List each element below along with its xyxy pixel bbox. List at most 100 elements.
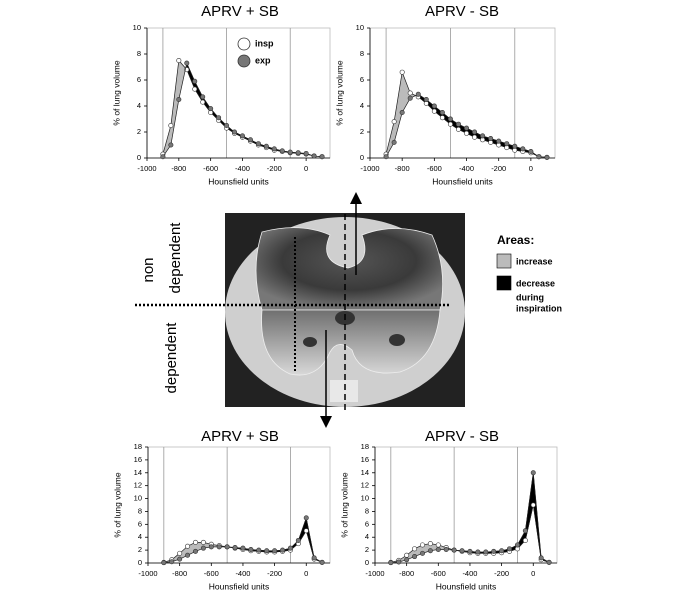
legend-swatch bbox=[496, 253, 512, 269]
data-point bbox=[200, 539, 206, 545]
y-tick-label: 2 bbox=[137, 127, 141, 136]
y-tick-label: 12 bbox=[134, 481, 142, 490]
legend-swatch bbox=[496, 275, 512, 291]
data-point bbox=[514, 542, 520, 548]
data-point bbox=[475, 549, 481, 555]
data-point bbox=[279, 148, 285, 154]
y-tick-label: 16 bbox=[134, 455, 142, 464]
data-point bbox=[530, 502, 536, 508]
data-point bbox=[455, 126, 461, 132]
data-point bbox=[319, 559, 325, 565]
data-point bbox=[224, 123, 230, 129]
data-point bbox=[483, 549, 489, 555]
data-point bbox=[520, 146, 526, 152]
data-point bbox=[472, 129, 478, 135]
data-point bbox=[488, 136, 494, 142]
y-tick-label: 16 bbox=[361, 455, 369, 464]
data-point bbox=[530, 470, 536, 476]
data-point bbox=[427, 548, 433, 554]
data-point bbox=[383, 154, 389, 160]
data-point bbox=[200, 545, 206, 551]
y-tick-label: 8 bbox=[365, 506, 369, 515]
x-tick-label: -200 bbox=[494, 569, 509, 578]
x-tick-label: -600 bbox=[203, 164, 218, 173]
data-point bbox=[208, 106, 214, 112]
x-axis-label: Hounsfield units bbox=[209, 581, 269, 591]
data-point bbox=[491, 548, 497, 554]
data-point bbox=[248, 546, 254, 552]
data-point bbox=[459, 548, 465, 554]
y-tick-label: 2 bbox=[138, 545, 142, 554]
data-point bbox=[184, 60, 190, 66]
areas-legend-title: Areas: bbox=[497, 233, 534, 247]
data-point bbox=[177, 556, 183, 562]
legend-marker bbox=[237, 54, 251, 68]
legend-note: inspiration bbox=[516, 303, 562, 313]
difference-area bbox=[393, 72, 403, 143]
y-tick-label: 4 bbox=[360, 101, 364, 110]
data-point bbox=[499, 548, 505, 554]
data-point bbox=[528, 149, 534, 155]
data-point bbox=[240, 545, 246, 551]
chart-title: APRV + SB bbox=[201, 428, 279, 445]
plot-frame bbox=[146, 27, 331, 159]
data-point bbox=[447, 121, 453, 127]
data-point bbox=[255, 141, 261, 147]
x-tick-label: -1000 bbox=[360, 164, 379, 173]
data-point bbox=[399, 69, 405, 75]
chart-title: APRV - SB bbox=[425, 428, 499, 445]
data-point bbox=[412, 546, 418, 552]
y-tick-label: 10 bbox=[134, 494, 142, 503]
data-point bbox=[176, 97, 182, 103]
y-tick-label: 2 bbox=[360, 127, 364, 136]
data-point bbox=[208, 544, 214, 550]
y-tick-label: 6 bbox=[365, 519, 369, 528]
y-tick-label: 4 bbox=[137, 101, 141, 110]
y-tick-label: 12 bbox=[361, 481, 369, 490]
legend-label: insp bbox=[255, 38, 274, 48]
data-point bbox=[435, 542, 441, 548]
y-axis-label: % of lung volume bbox=[334, 60, 344, 125]
data-point bbox=[311, 555, 317, 561]
chart-title: APRV - SB bbox=[425, 3, 499, 20]
data-point bbox=[319, 154, 325, 160]
series-line bbox=[162, 59, 323, 158]
image-label: dependent bbox=[167, 222, 184, 294]
data-point bbox=[169, 559, 175, 565]
x-tick-label: -600 bbox=[427, 164, 442, 173]
data-point bbox=[419, 542, 425, 548]
data-point bbox=[522, 537, 528, 543]
legend-label: decrease bbox=[516, 278, 555, 288]
data-point bbox=[455, 121, 461, 127]
chart: APRV + SB % of lung volume Hounsfield unit… bbox=[112, 428, 331, 591]
data-point bbox=[216, 544, 222, 550]
data-point bbox=[388, 560, 394, 566]
y-tick-label: 0 bbox=[138, 558, 142, 567]
x-axis-label: Hounsfield units bbox=[208, 176, 268, 186]
data-point bbox=[192, 86, 198, 92]
y-tick-label: 6 bbox=[360, 75, 364, 84]
image-label: non bbox=[140, 257, 157, 282]
x-tick-label: -600 bbox=[204, 569, 219, 578]
x-axis-label: Hounsfield units bbox=[436, 581, 496, 591]
data-point bbox=[232, 129, 238, 135]
data-point bbox=[176, 57, 182, 63]
data-point bbox=[419, 550, 425, 556]
data-point bbox=[472, 134, 478, 140]
data-point bbox=[264, 548, 270, 554]
data-point bbox=[192, 78, 198, 84]
y-tick-label: 18 bbox=[134, 442, 142, 451]
x-tick-label: -1000 bbox=[138, 569, 157, 578]
x-tick-label: 0 bbox=[529, 164, 533, 173]
x-tick-label: -400 bbox=[462, 569, 477, 578]
data-point bbox=[247, 137, 253, 143]
chart: APRV + SB % of lung volume Hounsfield unit… bbox=[111, 3, 331, 186]
y-tick-label: 4 bbox=[138, 532, 142, 541]
data-point bbox=[168, 142, 174, 148]
data-point bbox=[512, 143, 518, 149]
data-point bbox=[216, 115, 222, 121]
x-tick-label: -800 bbox=[172, 569, 187, 578]
data-point bbox=[439, 115, 445, 121]
x-tick-label: 0 bbox=[531, 569, 535, 578]
